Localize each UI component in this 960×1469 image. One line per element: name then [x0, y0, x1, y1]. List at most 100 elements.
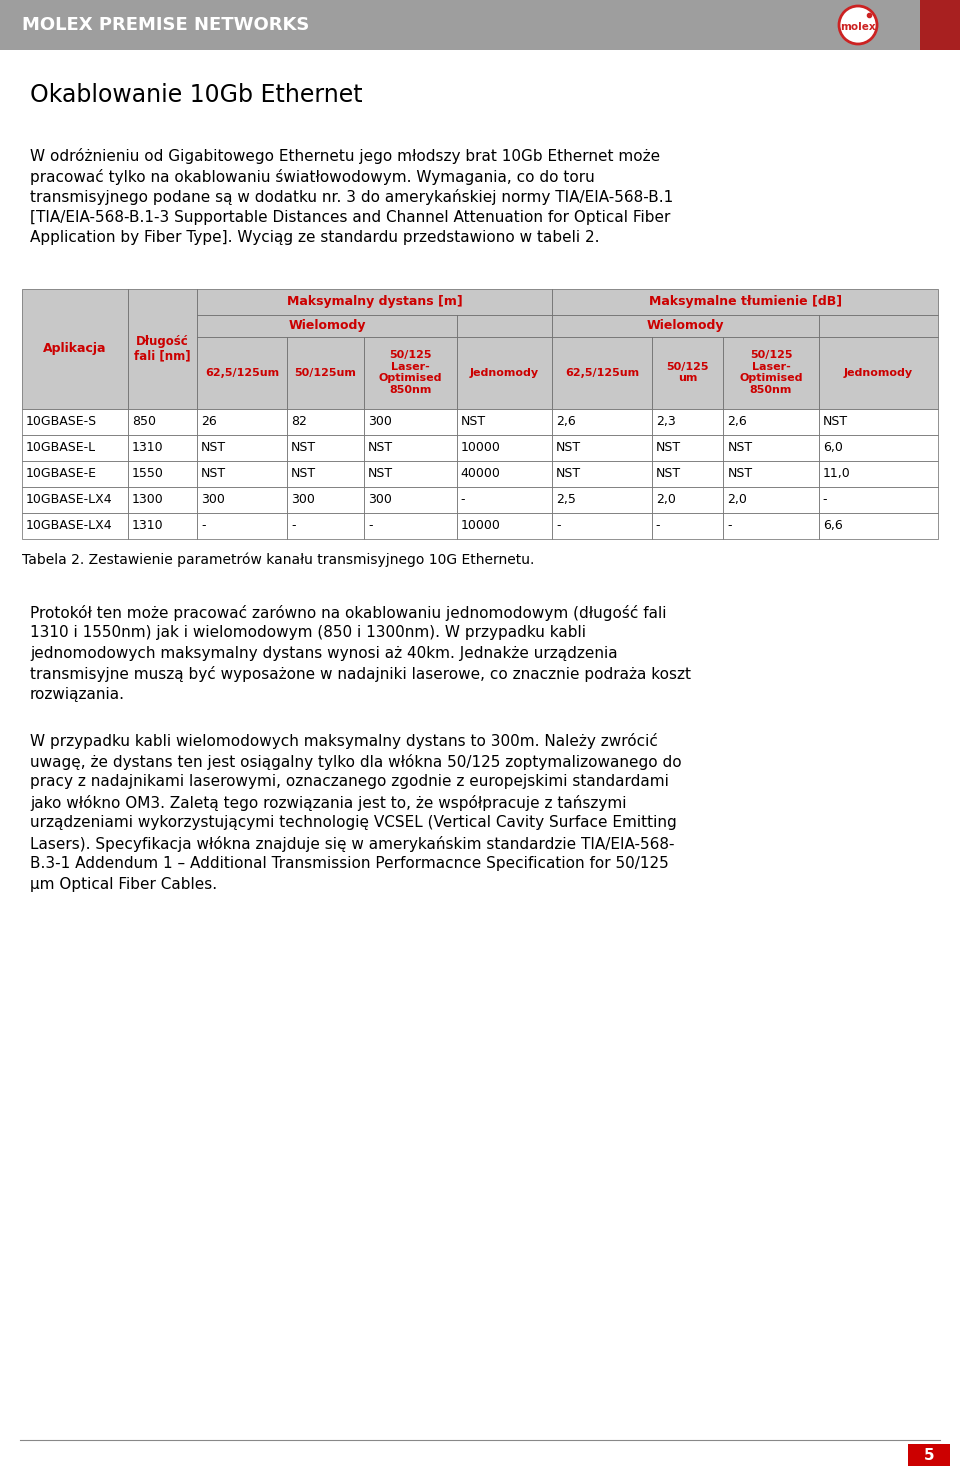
Text: 300: 300 [291, 494, 315, 505]
Text: Maksymalny dystans [m]: Maksymalny dystans [m] [287, 295, 463, 308]
Bar [128, 513, 197, 539]
Bar [457, 314, 552, 336]
Bar [287, 513, 364, 539]
Text: 10GBASE-L: 10GBASE-L [26, 441, 96, 454]
Bar [652, 486, 723, 513]
Bar [457, 336, 552, 408]
Text: 50/125
Laser-
Optimised
850nm: 50/125 Laser- Optimised 850nm [378, 350, 443, 395]
Text: NST: NST [656, 441, 681, 454]
Text: Tabela 2. Zestawienie parametrów kanału transmisyjnego 10G Ethernetu.: Tabela 2. Zestawienie parametrów kanału … [22, 552, 535, 567]
Text: jako włókno OM3. Zaletą tego rozwiązania jest to, że współpracuje z tańszymi: jako włókno OM3. Zaletą tego rozwiązania… [30, 795, 627, 811]
Text: transmisyjnego podane są w dodatku nr. 3 do amerykańskiej normy TIA/EIA-568-B.1: transmisyjnego podane są w dodatku nr. 3… [30, 190, 673, 206]
Text: 300: 300 [201, 494, 225, 505]
Text: 1550: 1550 [132, 467, 164, 480]
Text: Aplikacja: Aplikacja [43, 342, 107, 355]
Text: -: - [823, 494, 828, 505]
Text: NST: NST [728, 441, 753, 454]
Bar [22, 486, 128, 513]
Bar [552, 486, 652, 513]
Text: -: - [201, 519, 205, 532]
Text: 1310: 1310 [132, 519, 163, 532]
Text: Maksymalne tłumienie [dB]: Maksymalne tłumienie [dB] [649, 295, 842, 308]
Text: Długość
fali [nm]: Długość fali [nm] [134, 335, 191, 363]
Text: 1310: 1310 [132, 441, 163, 454]
Text: 62,5/125um: 62,5/125um [564, 367, 639, 378]
Text: Application by Fiber Type]. Wyciąg ze standardu przedstawiono w tabeli 2.: Application by Fiber Type]. Wyciąg ze st… [30, 231, 599, 245]
Bar [723, 408, 819, 435]
Text: Lasers). Specyfikacja włókna znajduje się w amerykańskim standardzie TIA/EIA-568: Lasers). Specyfikacja włókna znajduje si… [30, 836, 675, 852]
Text: NST: NST [556, 467, 582, 480]
Bar [457, 408, 552, 435]
Text: -: - [461, 494, 466, 505]
Text: 6,6: 6,6 [823, 519, 843, 532]
Text: uwagę, że dystans ten jest osiągalny tylko dla włókna 50/125 zoptymalizowanego d: uwagę, że dystans ten jest osiągalny tyl… [30, 754, 682, 770]
Bar [920, 0, 960, 50]
Bar [22, 435, 128, 460]
Text: 10000: 10000 [461, 441, 501, 454]
Bar [287, 486, 364, 513]
Bar [287, 460, 364, 486]
Text: 300: 300 [368, 494, 392, 505]
Text: 2,6: 2,6 [728, 416, 747, 427]
Text: 2,6: 2,6 [556, 416, 576, 427]
Bar [819, 408, 938, 435]
Text: molex: molex [840, 22, 876, 32]
Text: NST: NST [656, 467, 681, 480]
Text: 10GBASE-LX4: 10GBASE-LX4 [26, 519, 112, 532]
Bar [364, 435, 457, 460]
Text: 1300: 1300 [132, 494, 164, 505]
Text: Jednomody: Jednomody [470, 367, 540, 378]
Text: NST: NST [823, 416, 848, 427]
Text: 2,0: 2,0 [656, 494, 676, 505]
Bar [552, 336, 652, 408]
Bar [128, 435, 197, 460]
Text: 1310 i 1550nm) jak i wielomodowym (850 i 1300nm). W przypadku kabli: 1310 i 1550nm) jak i wielomodowym (850 i… [30, 624, 586, 640]
Bar [457, 513, 552, 539]
Bar [819, 435, 938, 460]
Text: Okablowanie 10Gb Ethernet: Okablowanie 10Gb Ethernet [30, 84, 363, 107]
Bar [197, 336, 287, 408]
Text: 2,3: 2,3 [656, 416, 676, 427]
Bar [197, 460, 287, 486]
Bar [652, 460, 723, 486]
Text: rozwiązania.: rozwiązania. [30, 686, 125, 702]
Bar [364, 336, 457, 408]
Bar [552, 314, 819, 336]
Text: W przypadku kabli wielomodowych maksymalny dystans to 300m. Należy zwrócić: W przypadku kabli wielomodowych maksymal… [30, 733, 658, 749]
Bar [723, 486, 819, 513]
Text: NST: NST [461, 416, 486, 427]
Text: NST: NST [201, 467, 227, 480]
Bar [819, 486, 938, 513]
Text: 2,5: 2,5 [556, 494, 576, 505]
Bar [364, 513, 457, 539]
Bar [552, 408, 652, 435]
Text: 26: 26 [201, 416, 217, 427]
Bar [723, 513, 819, 539]
Bar [819, 513, 938, 539]
Bar [457, 486, 552, 513]
Bar [652, 408, 723, 435]
Text: Wielomody: Wielomody [647, 319, 724, 332]
Bar [128, 486, 197, 513]
Text: Protokół ten może pracować zarówno na okablowaniu jednomodowym (długość fali: Protokół ten może pracować zarówno na ok… [30, 605, 666, 620]
Text: 6,0: 6,0 [823, 441, 843, 454]
Text: 11,0: 11,0 [823, 467, 851, 480]
Bar [22, 460, 128, 486]
Bar [908, 1444, 950, 1466]
Bar [723, 460, 819, 486]
Bar [723, 435, 819, 460]
Bar [364, 486, 457, 513]
Bar [652, 513, 723, 539]
Text: 50/125um: 50/125um [295, 367, 356, 378]
Text: -: - [368, 519, 372, 532]
Bar [197, 314, 457, 336]
Text: transmisyjne muszą być wyposażone w nadajniki laserowe, co znacznie podraża kosz: transmisyjne muszą być wyposażone w nada… [30, 665, 691, 682]
Bar [364, 460, 457, 486]
Text: 40000: 40000 [461, 467, 501, 480]
Bar [652, 435, 723, 460]
Bar [0, 0, 960, 50]
Text: 10GBASE-S: 10GBASE-S [26, 416, 97, 427]
Text: 50/125
Laser-
Optimised
850nm: 50/125 Laser- Optimised 850nm [739, 350, 803, 395]
Bar [287, 435, 364, 460]
Bar [22, 513, 128, 539]
